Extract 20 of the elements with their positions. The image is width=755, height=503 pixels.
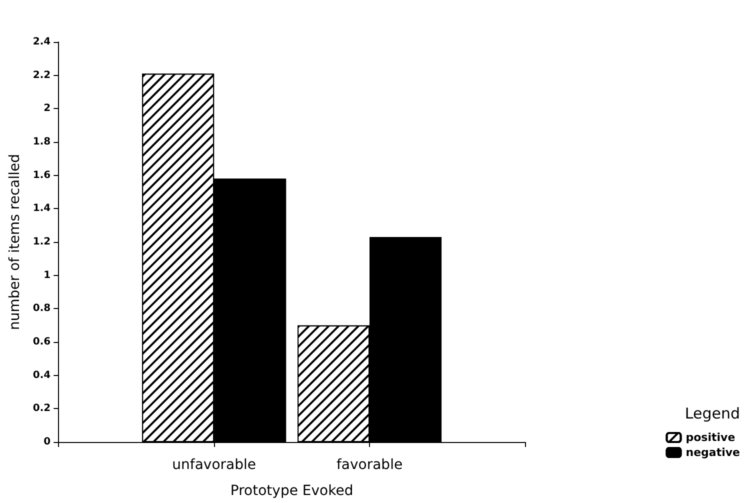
y-tick-label: 2.2 [32,70,51,81]
legend-label: positive [686,431,736,444]
x-tick-label: favorable [336,457,403,473]
y-tick-label: 1 [44,270,51,281]
y-tick-label: 0.4 [32,370,51,381]
y-tick-label: 1.8 [32,136,51,148]
y-tick-label: 1.4 [32,203,51,214]
legend-title: Legend [684,404,740,422]
y-tick-label: 0 [44,436,51,448]
y-tick-label: 2.4 [32,36,51,48]
y-tick-label: 0.2 [32,403,51,414]
legend-label: negative [686,446,740,459]
y-axis-title: number of items recalled [7,154,23,330]
y-tick-label: 0.6 [32,336,51,348]
y-tick-label: 0.8 [32,303,51,314]
y-tick-label: 1.6 [32,170,51,181]
y-tick-label: 1.2 [32,236,51,248]
x-axis-title: Prototype Evoked [230,483,354,499]
x-tick-label: unfavorable [172,457,256,473]
y-tick-label: 2 [44,103,51,114]
